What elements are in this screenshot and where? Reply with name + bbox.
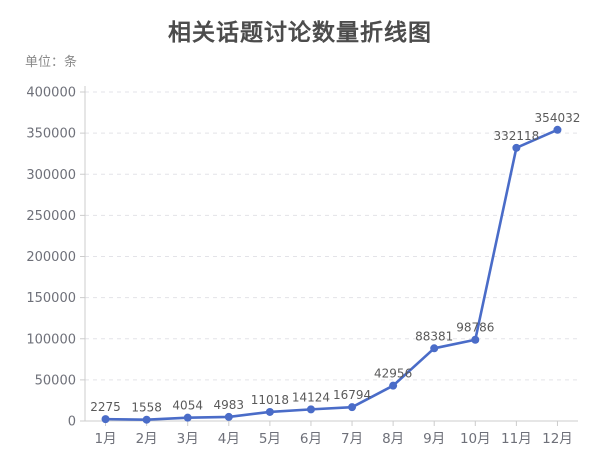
chart-title: 相关话题讨论数量折线图 [168, 20, 432, 46]
value-label: 42956 [374, 367, 412, 381]
y-axis-label: 400000 [26, 86, 76, 101]
value-label: 98786 [456, 321, 494, 335]
data-point[interactable] [265, 407, 274, 416]
value-label: 14124 [292, 390, 330, 404]
data-point[interactable] [142, 415, 151, 424]
data-point[interactable] [553, 125, 562, 134]
y-axis-label: 150000 [26, 291, 76, 306]
x-axis-label: 2月 [136, 431, 158, 447]
data-point[interactable] [512, 143, 521, 152]
y-axis-label: 100000 [26, 332, 76, 347]
data-point[interactable] [183, 413, 192, 422]
data-point[interactable] [101, 415, 110, 424]
x-axis-label: 6月 [300, 431, 322, 447]
x-axis-label: 9月 [423, 431, 445, 447]
y-axis-label: 300000 [26, 168, 76, 183]
data-point[interactable] [389, 381, 398, 390]
x-axis-label: 10月 [460, 431, 491, 447]
x-axis-label: 12月 [542, 431, 573, 447]
line-series [104, 128, 559, 422]
y-axis-label: 250000 [26, 209, 76, 224]
value-label: 88381 [415, 329, 453, 343]
data-point[interactable] [471, 335, 480, 344]
x-axis-label: 5月 [259, 431, 281, 447]
x-axis-label: 7月 [341, 431, 363, 447]
x-axis-label: 4月 [218, 431, 240, 447]
value-label: 332118 [493, 129, 539, 143]
x-axis-label: 8月 [382, 431, 404, 447]
data-point[interactable] [348, 403, 357, 412]
data-point[interactable] [224, 412, 233, 421]
unit-label: 单位：条 [25, 55, 78, 70]
value-label: 11018 [251, 393, 289, 407]
data-point[interactable] [306, 405, 315, 414]
value-label: 4983 [214, 398, 245, 412]
x-axis-label: 3月 [177, 431, 199, 447]
x-axis-label: 11月 [501, 431, 532, 447]
y-axis-label: 0 [68, 415, 76, 430]
data-point[interactable] [430, 344, 439, 353]
value-label: 1558 [131, 401, 162, 415]
value-label: 16794 [333, 388, 371, 402]
y-axis-label: 200000 [26, 250, 76, 265]
value-label: 354032 [535, 111, 581, 125]
x-axis-label: 1月 [94, 431, 116, 447]
value-label: 4054 [172, 399, 203, 413]
y-axis-label: 350000 [26, 127, 76, 142]
value-label: 2275 [90, 400, 121, 414]
y-axis-label: 50000 [35, 373, 76, 388]
